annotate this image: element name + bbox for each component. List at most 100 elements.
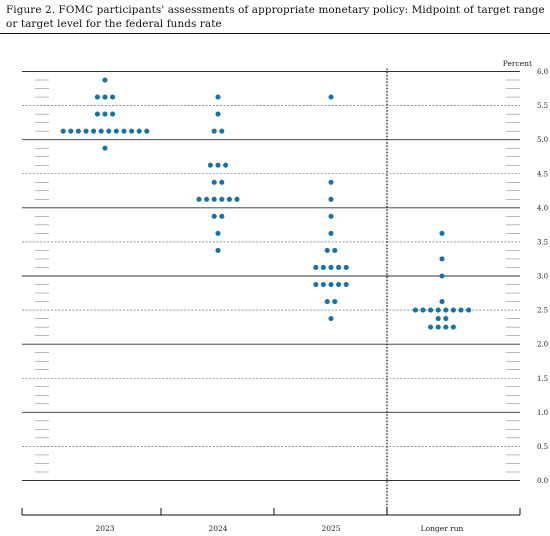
participant-dot <box>94 94 100 100</box>
chart-title: Figure 2. FOMC participants' assessments… <box>6 4 545 30</box>
participant-dot <box>121 128 127 134</box>
participant-dot <box>136 128 142 134</box>
participant-dot <box>234 196 240 202</box>
participant-dot <box>102 77 108 83</box>
participant-dot <box>113 128 119 134</box>
participant-dot <box>328 94 334 100</box>
participant-dot <box>443 324 449 330</box>
participant-dot <box>466 307 472 313</box>
x-tick-label: 2023 <box>95 524 114 533</box>
participant-dot <box>211 196 217 202</box>
participant-dot <box>428 324 434 330</box>
participant-dot <box>336 281 342 288</box>
grid-layer <box>22 71 520 481</box>
participant-dot <box>144 128 150 134</box>
participant-dot <box>98 128 104 134</box>
participant-dot <box>428 307 434 313</box>
participant-dot <box>324 299 330 305</box>
participant-dot <box>226 196 232 202</box>
participant-dot <box>110 94 116 100</box>
y-tick-label: 1.0 <box>537 409 548 417</box>
y-tick-label: 2.5 <box>537 307 548 315</box>
participant-dot <box>110 111 116 117</box>
participant-dot <box>439 230 445 236</box>
participant-dot <box>328 213 334 219</box>
y-tick-label: 5.0 <box>537 136 548 144</box>
participant-dot <box>219 179 225 185</box>
dot-layer <box>60 77 472 330</box>
participant-dot <box>215 94 221 100</box>
participant-dot <box>75 128 81 134</box>
y-axis-unit-label: Percent <box>503 59 532 68</box>
participant-dot <box>435 324 441 330</box>
participant-dot <box>83 128 89 134</box>
y-tick-label: 0.0 <box>537 477 548 485</box>
participant-dot <box>94 111 100 117</box>
y-tick-label: 1.5 <box>537 375 548 383</box>
participant-dot <box>215 111 221 117</box>
y-tick-label: 4.0 <box>537 204 548 212</box>
participant-dot <box>450 324 456 330</box>
participant-dot <box>211 179 217 185</box>
participant-dot <box>332 299 338 305</box>
participant-dot <box>211 213 217 219</box>
participant-dot <box>102 145 108 151</box>
participant-dot <box>439 273 445 279</box>
participant-dot <box>328 264 334 271</box>
participant-dot <box>435 316 441 322</box>
participant-dot <box>313 264 319 271</box>
participant-dot <box>320 281 326 288</box>
y-tick-label: 6.0 <box>537 68 548 76</box>
y-tick-label: 3.5 <box>537 238 548 246</box>
participant-dot <box>215 162 221 168</box>
participant-dot <box>129 128 135 134</box>
participant-dot <box>68 128 74 134</box>
y-tick-label: 5.5 <box>537 102 548 110</box>
participant-dot <box>435 307 441 313</box>
participant-dot <box>343 281 349 288</box>
x-tick-label: 2024 <box>208 524 227 533</box>
participant-dot <box>443 316 449 322</box>
participant-dot <box>324 247 330 253</box>
participant-dot <box>60 128 66 134</box>
participant-dot <box>412 307 418 313</box>
participant-dot <box>223 162 229 168</box>
participant-dot <box>106 128 112 134</box>
title-rule <box>0 33 550 35</box>
participant-dot <box>458 307 464 313</box>
participant-dot <box>211 128 217 134</box>
participant-dot <box>102 111 108 117</box>
participant-dot <box>207 162 213 168</box>
participant-dot <box>196 196 202 202</box>
participant-dot <box>313 281 319 288</box>
participant-dot <box>219 196 225 202</box>
x-tick-label: Longer run <box>421 524 464 533</box>
y-tick-label: 3.0 <box>537 273 548 281</box>
participant-dot <box>332 247 338 253</box>
participant-dot <box>102 94 108 100</box>
participant-dot <box>215 247 221 253</box>
participant-dot <box>443 307 449 313</box>
y-tick-label: 2.0 <box>537 341 548 349</box>
participant-dot <box>343 264 349 271</box>
participant-dot <box>328 230 334 236</box>
participant-dot <box>219 213 225 219</box>
participant-dot <box>336 264 342 271</box>
participant-dot <box>328 179 334 185</box>
y-tick-label: 0.5 <box>537 443 548 451</box>
participant-dot <box>439 299 445 305</box>
participant-dot <box>215 230 221 236</box>
participant-dot <box>91 128 97 134</box>
participant-dot <box>328 281 334 288</box>
y-tick-label: 4.5 <box>537 170 548 178</box>
participant-dot <box>420 307 426 313</box>
participant-dot <box>439 256 445 262</box>
axis-layer: 0.0 0.5 1.0 1.5 2.0 2.5 3.0 3.5 4.0 4.5 5.0 5.5 6.0 P… <box>21 59 548 533</box>
participant-dot <box>320 264 326 271</box>
participant-dot <box>204 196 210 202</box>
participant-dot <box>328 316 334 322</box>
participant-dot <box>219 128 225 134</box>
participant-dot <box>450 307 456 313</box>
participant-dot <box>328 196 334 202</box>
